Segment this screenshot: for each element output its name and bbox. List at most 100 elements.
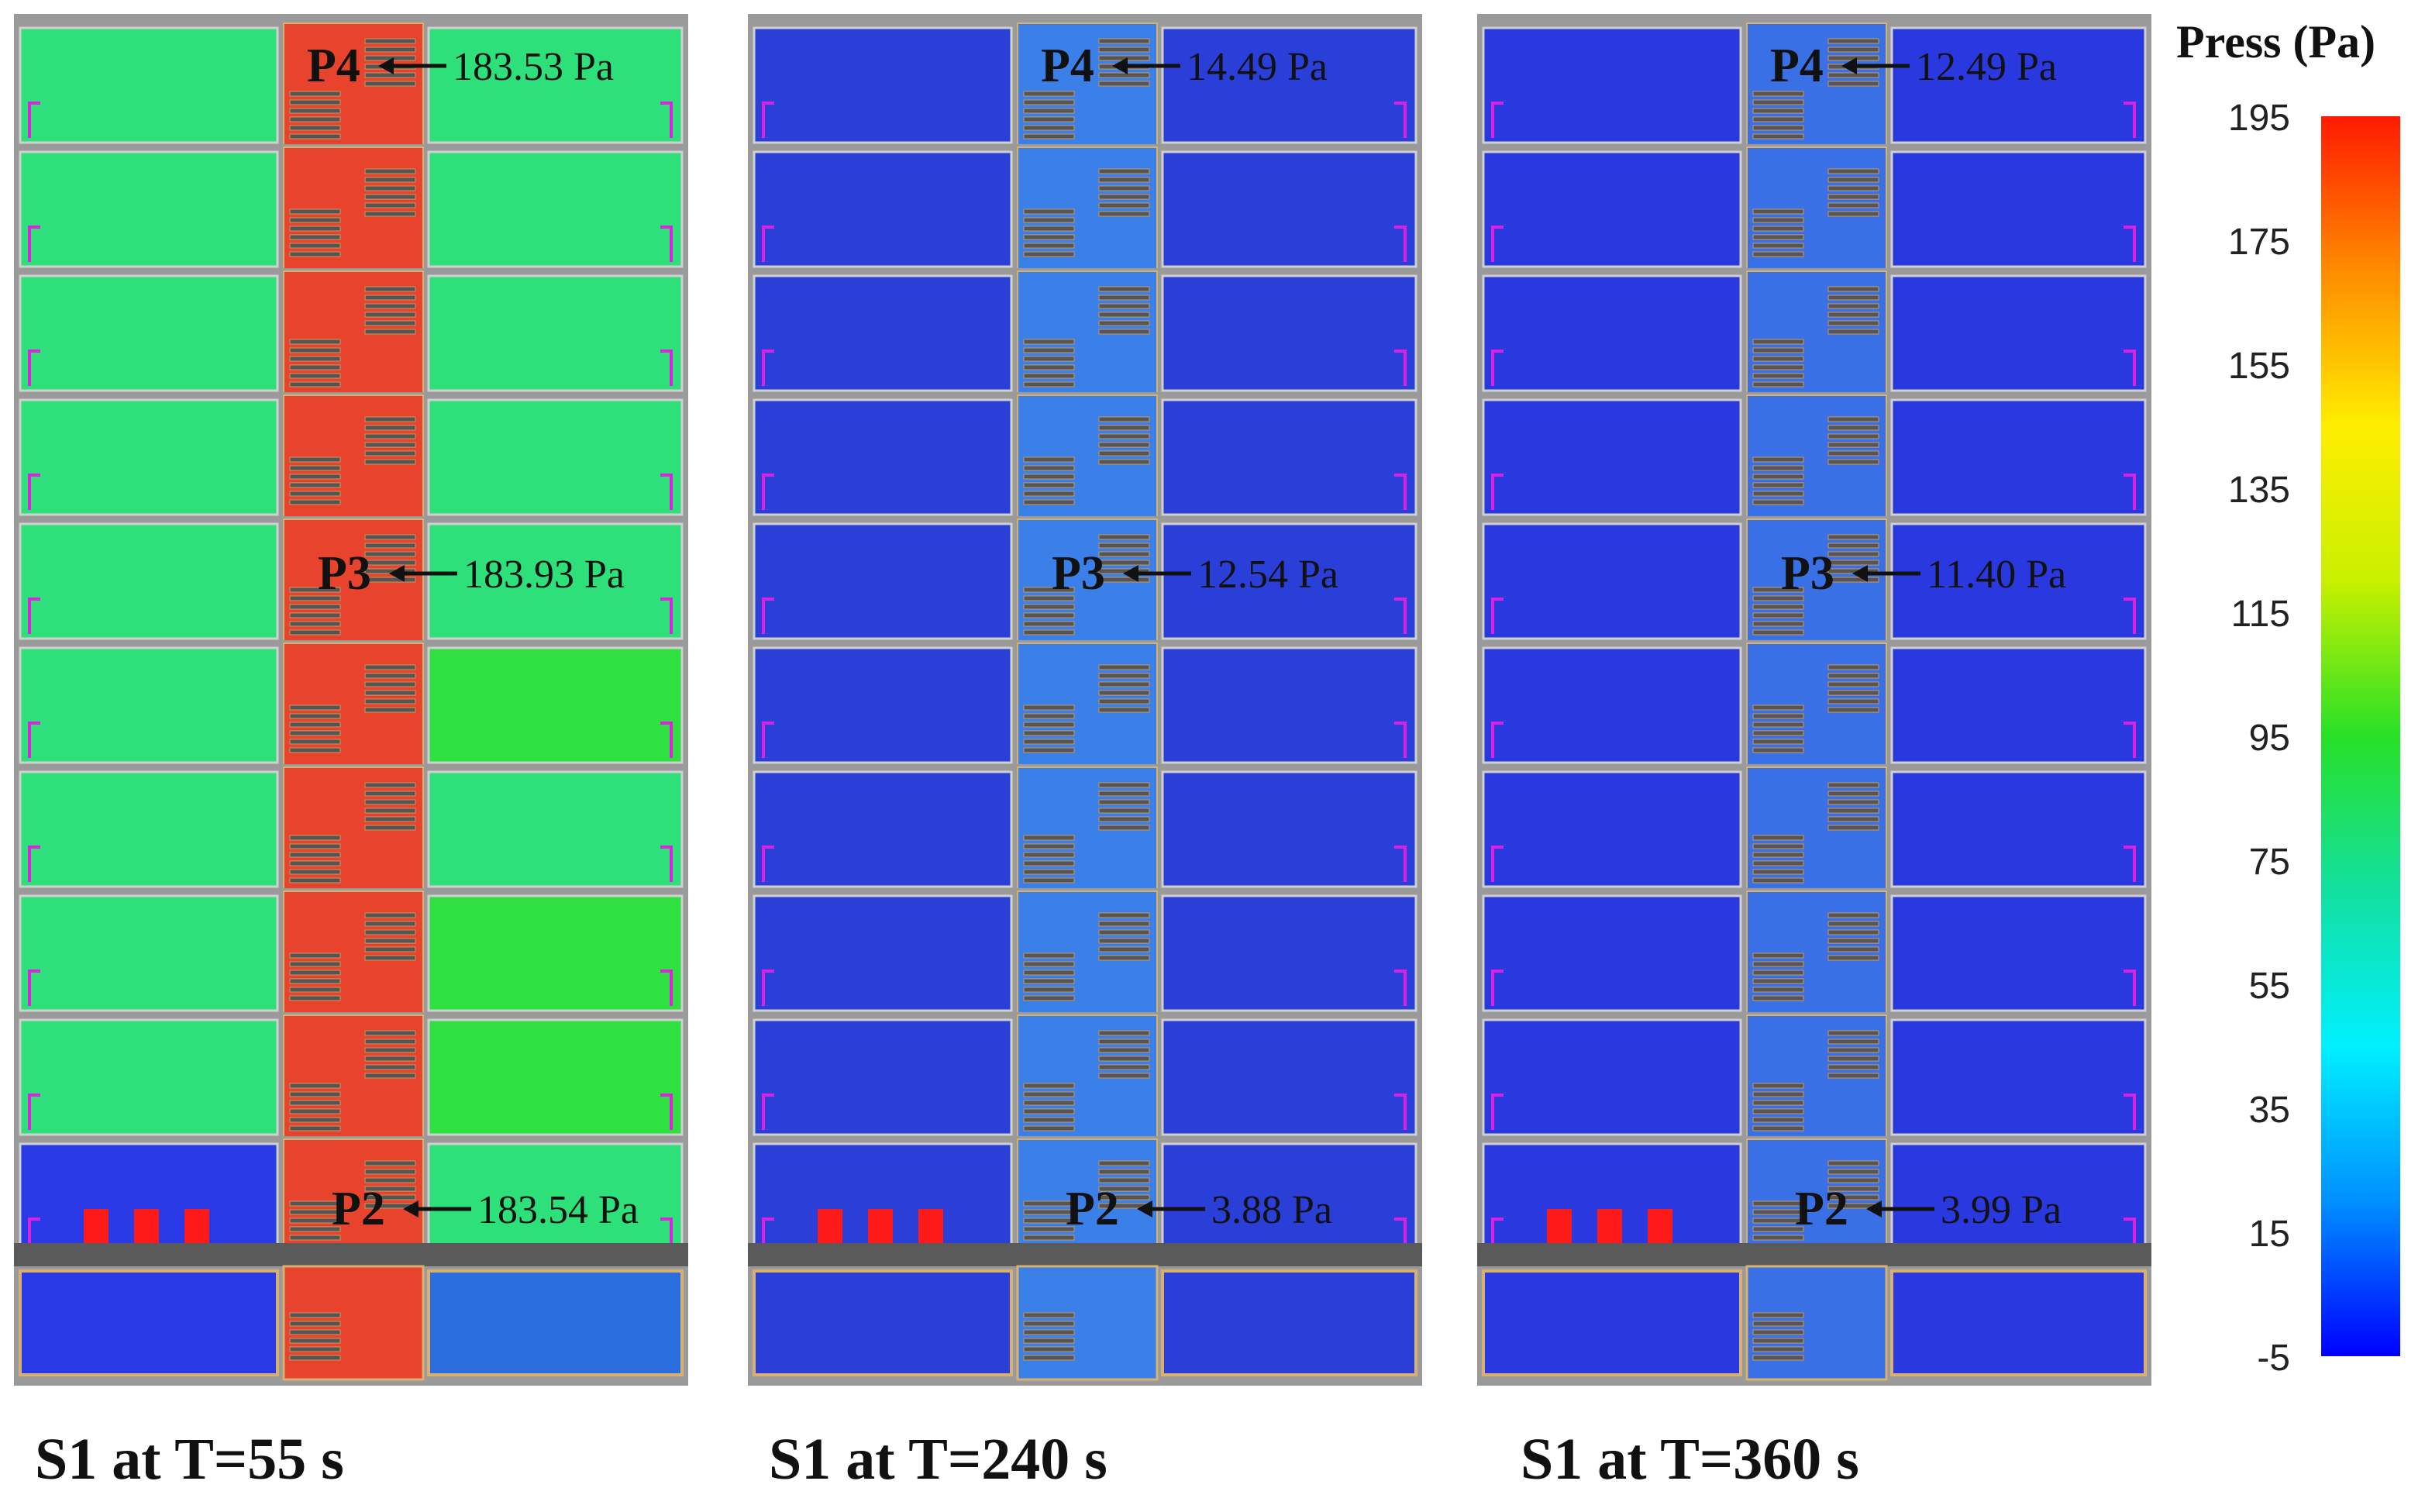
stair-step [364, 450, 416, 456]
stair-step [364, 1169, 416, 1175]
door-marker [1491, 102, 1504, 138]
stair-step [1023, 1329, 1075, 1335]
stair-step [1827, 329, 1879, 335]
legend-tick-label: -5 [2257, 1338, 2290, 1379]
stair-step [1098, 534, 1150, 540]
stair-step [1098, 459, 1150, 465]
probe-arrow-head [389, 565, 405, 582]
room-right [1890, 522, 2147, 640]
door-marker [28, 226, 40, 262]
fire-source [1547, 1209, 1572, 1243]
stair-step [364, 1186, 416, 1192]
stair-step [1752, 730, 1804, 736]
stair-step [1023, 108, 1075, 114]
room-right [1161, 150, 1417, 268]
stair-step [289, 1321, 341, 1327]
door-marker [2124, 970, 2136, 1006]
probe-arrow-head [1852, 565, 1868, 582]
stair-step [1023, 226, 1075, 232]
door-marker [762, 226, 774, 262]
stair-step [289, 595, 341, 601]
room-left [1482, 274, 1742, 392]
stair-step [1023, 730, 1075, 736]
stair-step [289, 108, 341, 114]
stair-step [1098, 320, 1150, 326]
stair-step [364, 1064, 416, 1070]
room-right [1161, 894, 1417, 1012]
stair-step [1098, 790, 1150, 797]
stair-step [364, 329, 416, 335]
stair-step [1023, 116, 1075, 122]
door-marker [660, 1094, 673, 1130]
stair-step [1827, 946, 1879, 952]
room-left [1482, 398, 1742, 516]
basement-right [1161, 1269, 1417, 1376]
stair-step [1752, 621, 1804, 627]
room-left [1482, 770, 1742, 888]
stair-step [1827, 416, 1879, 422]
stair-step [289, 1329, 341, 1335]
stair-step [1023, 491, 1075, 497]
stair-step [1098, 1030, 1150, 1036]
stair-step [1827, 782, 1879, 788]
stair-step [1827, 168, 1879, 174]
stair-step [1827, 825, 1879, 831]
room-left [19, 894, 279, 1012]
stair-step [289, 491, 341, 497]
stair-step [289, 125, 341, 131]
stair-step [1827, 177, 1879, 183]
stair-step [1752, 99, 1804, 105]
stair-step [1752, 612, 1804, 618]
stair-step [364, 81, 416, 87]
door-marker [762, 846, 774, 882]
stair-step [289, 373, 341, 379]
stair-step [1752, 987, 1804, 993]
probe-value: 12.49 Pa [1916, 45, 2057, 89]
stair-step [364, 825, 416, 831]
stair-step [1023, 465, 1075, 471]
stair-step [1098, 81, 1150, 87]
door-marker [660, 722, 673, 758]
stair-step [289, 482, 341, 488]
stair-step [1827, 912, 1879, 918]
stair-step [1827, 46, 1879, 53]
stair-step [1098, 425, 1150, 431]
stair-step [1827, 1073, 1879, 1079]
stair-step [1752, 747, 1804, 753]
stair-step [289, 1100, 341, 1106]
stair-step [1827, 303, 1879, 309]
stair-step [289, 217, 341, 223]
stair-step [1827, 286, 1879, 292]
door-marker [660, 1218, 673, 1254]
stair-step [1023, 739, 1075, 745]
door-marker [660, 474, 673, 510]
stair-step [364, 673, 416, 679]
legend-tick-label: 95 [2249, 718, 2290, 759]
probe-label: P4 [1041, 40, 1094, 92]
stair-step [1827, 1038, 1879, 1045]
stair-step [1023, 835, 1075, 841]
stair-step [1023, 869, 1075, 875]
stair-step [1098, 681, 1150, 687]
room-left [19, 1018, 279, 1136]
stair-step [289, 243, 341, 249]
stair-step [1098, 202, 1150, 208]
stair-step [1752, 722, 1804, 728]
stair-step [1098, 312, 1150, 318]
stair-step [1098, 211, 1150, 217]
stair-step [364, 577, 416, 583]
stair-step [364, 816, 416, 822]
stair-step [1752, 226, 1804, 232]
legend-tick-label: 55 [2249, 966, 2290, 1007]
probe-value: 3.88 Pa [1211, 1188, 1332, 1232]
door-marker [2124, 598, 2136, 634]
door-marker [1491, 846, 1504, 882]
probe-label: P2 [1795, 1183, 1848, 1235]
legend-tick-label: 35 [2249, 1090, 2290, 1131]
stair-step [289, 339, 341, 345]
stair-step [289, 456, 341, 463]
stair-step [1752, 1200, 1804, 1207]
stair-step [1752, 1355, 1804, 1361]
stair-step [1752, 456, 1804, 463]
stair-step [1023, 952, 1075, 959]
